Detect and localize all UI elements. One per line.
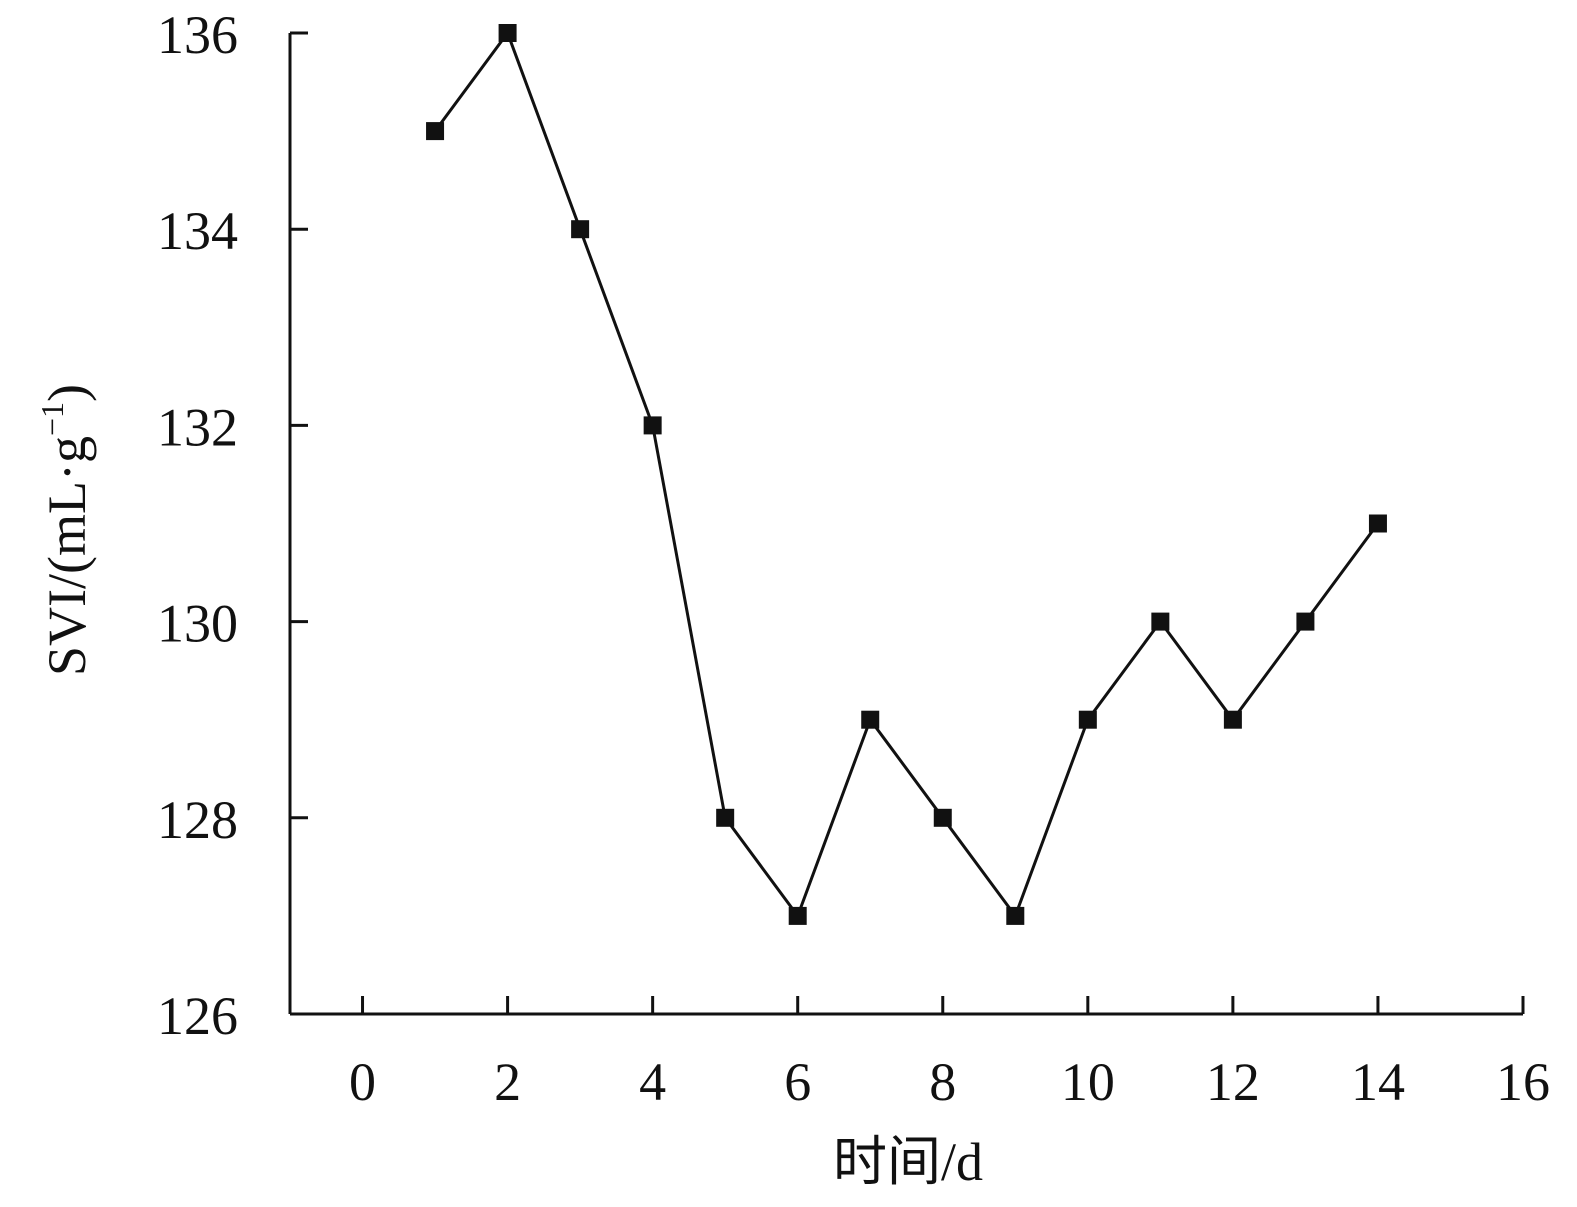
- axes: [288, 33, 1523, 1016]
- y-tick-label: 132: [157, 397, 238, 457]
- x-tick-label: 16: [1496, 1052, 1550, 1112]
- data-point-marker: [716, 808, 735, 827]
- series-line: [433, 29, 1380, 920]
- y-tick-label: 128: [157, 790, 238, 850]
- data-point-marker: [788, 906, 807, 925]
- data-point-marker: [933, 808, 952, 827]
- x-tick-label: 10: [1061, 1052, 1115, 1112]
- x-tick-label: 0: [349, 1052, 376, 1112]
- data-point-marker: [1223, 710, 1242, 729]
- x-tick-label: 14: [1351, 1052, 1405, 1112]
- x-tick-label: 12: [1206, 1052, 1260, 1112]
- data-point-marker: [1006, 906, 1025, 925]
- y-tick-label: 126: [157, 986, 238, 1046]
- data-point-marker: [1296, 612, 1315, 631]
- y-tick-label: 134: [157, 201, 238, 261]
- y-axis-title: SVI/(mL·g−1): [34, 384, 97, 676]
- x-axis-title: 时间/d: [833, 1132, 983, 1192]
- x-tick-label: 2: [494, 1052, 521, 1112]
- y-tick-label: 130: [157, 594, 238, 654]
- data-point-marker: [861, 710, 880, 729]
- data-point-marker: [426, 122, 445, 141]
- y-tick-label: 136: [157, 5, 238, 65]
- x-tick-label: 4: [639, 1052, 666, 1112]
- x-tick-label: 8: [929, 1052, 956, 1112]
- data-point-marker: [1151, 612, 1170, 631]
- x-axis-ticks: 0 2 4 6 8 10 12 14 16: [349, 996, 1550, 1112]
- y-axis-ticks: 126 128 130 132 134 136: [157, 5, 308, 1046]
- x-tick-label: 6: [784, 1052, 811, 1112]
- data-point-marker: [643, 416, 662, 435]
- data-point-marker: [1078, 710, 1097, 729]
- y-axis-title-close: ): [37, 384, 97, 402]
- data-point-marker: [498, 24, 517, 42]
- data-point-marker: [571, 220, 590, 239]
- y-axis-title-main: SVI/(mL·g: [37, 436, 97, 676]
- y-axis-title-superscript: −1: [34, 402, 70, 436]
- data-point-marker: [1368, 514, 1387, 533]
- series-group: [426, 24, 1387, 925]
